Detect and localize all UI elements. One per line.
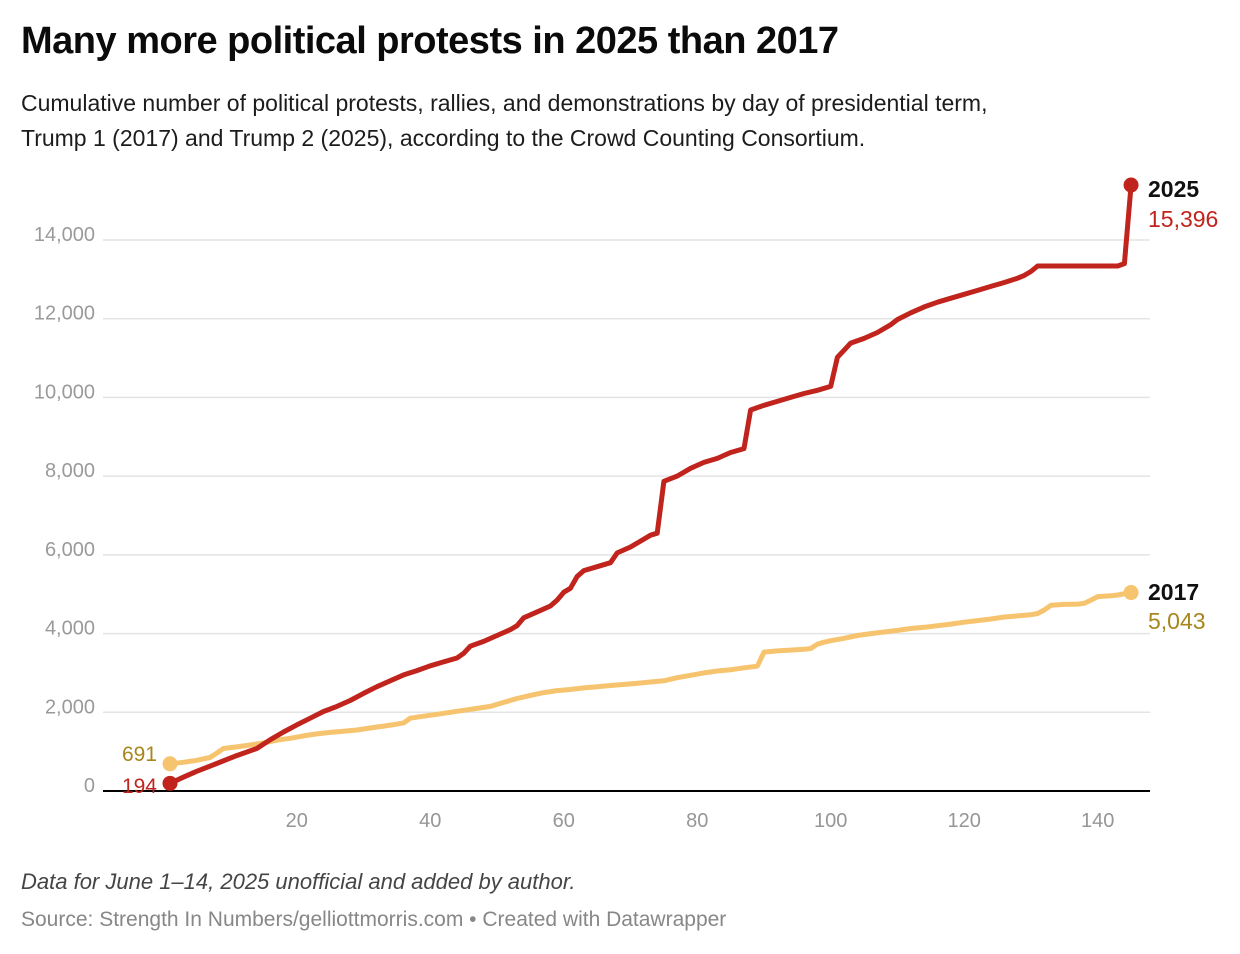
y-axis-tick-label: 8,000 xyxy=(45,460,95,482)
series-line-2017 xyxy=(167,590,1134,767)
y-axis-tick-label: 14,000 xyxy=(34,224,95,246)
y-axis-tick-label: 2,000 xyxy=(45,696,95,718)
x-axis-tick-label: 100 xyxy=(814,810,847,832)
x-axis-tick-label: 80 xyxy=(686,810,708,832)
y-axis-tick-label: 10,000 xyxy=(34,381,95,403)
start-value-label-2025: 194 xyxy=(122,775,157,798)
end-series-label-2017: 2017 xyxy=(1148,579,1199,605)
x-axis-tick-label: 60 xyxy=(553,810,575,832)
series-end-dot-2017 xyxy=(1123,585,1139,601)
page-title: Many more political protests in 2025 tha… xyxy=(21,20,839,62)
y-axis-tick-label: 4,000 xyxy=(45,618,95,640)
start-value-label-2017: 691 xyxy=(122,743,157,766)
x-axis-tick-label: 120 xyxy=(948,810,981,832)
x-axis-tick-label: 140 xyxy=(1081,810,1114,832)
end-value-label-2025: 15,396 xyxy=(1148,206,1218,232)
series-start-dot-2017 xyxy=(162,756,178,772)
series-start-dot-2025 xyxy=(162,775,178,791)
x-axis-tick-label: 40 xyxy=(419,810,441,832)
y-axis-tick-label: 12,000 xyxy=(34,303,95,325)
chart-note: Data for June 1–14, 2025 unofficial and … xyxy=(21,869,576,894)
source-line: Source: Strength In Numbers/gelliottmorr… xyxy=(21,908,727,931)
x-axis-tick-label: 20 xyxy=(286,810,308,832)
end-value-label-2017: 5,043 xyxy=(1148,608,1206,634)
chart-subtitle: Cumulative number of political protests,… xyxy=(21,90,988,151)
y-axis-tick-label: 0 xyxy=(84,775,95,797)
end-series-label-2025: 2025 xyxy=(1148,176,1199,202)
y-axis-tick-label: 6,000 xyxy=(45,539,95,561)
series-end-dot-2025 xyxy=(1123,177,1139,193)
series-line-2025 xyxy=(167,182,1134,786)
